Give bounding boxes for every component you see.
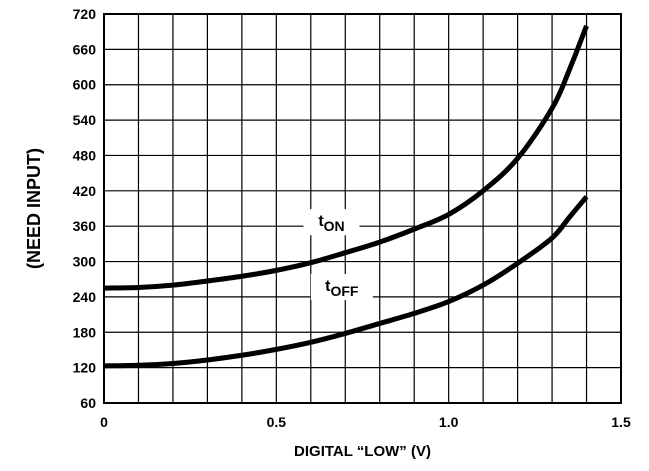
y-tick-label: 240 xyxy=(73,289,97,305)
grid-layer xyxy=(103,13,622,404)
y-tick-label: 720 xyxy=(73,6,97,22)
y-tick-label: 120 xyxy=(73,360,97,376)
x-tick-label: 0.5 xyxy=(267,414,287,430)
y-tick-label: 420 xyxy=(73,183,97,199)
series-label-on: tON xyxy=(303,209,360,236)
y-tick-label: 180 xyxy=(73,324,97,340)
y-tick-label: 540 xyxy=(73,112,97,128)
series-layer xyxy=(103,24,589,369)
series-line-off xyxy=(103,195,589,369)
x-tick-label: 1.5 xyxy=(611,414,631,430)
series-label-layer: tON tOFF xyxy=(303,209,373,301)
series-label-text: tOFF xyxy=(325,278,359,299)
series-label-background xyxy=(303,209,360,236)
series-line-on xyxy=(103,24,589,291)
y-tick-label: 660 xyxy=(73,41,97,57)
y-tick-label: 60 xyxy=(80,395,96,411)
plot-frame xyxy=(103,13,622,404)
y-tick-label: 300 xyxy=(73,254,97,270)
x-axis-title: DIGITAL “LOW” (V) xyxy=(294,443,431,460)
series-label-background xyxy=(310,274,373,301)
y-tick-label: 600 xyxy=(73,77,97,93)
x-tick-label: 0 xyxy=(100,414,108,430)
axis-layer: 60 120 180 240 300 360 420 480 540 600 660 720 0 0.5 1… xyxy=(73,6,631,430)
x-tick-label: 1.0 xyxy=(439,414,459,430)
series-label-text: tON xyxy=(318,213,344,234)
y-tick-label: 480 xyxy=(73,147,97,163)
y-tick-label: 360 xyxy=(73,218,97,234)
y-axis-title: (NEED INPUT) xyxy=(24,148,44,269)
series-label-off: tOFF xyxy=(310,274,373,301)
